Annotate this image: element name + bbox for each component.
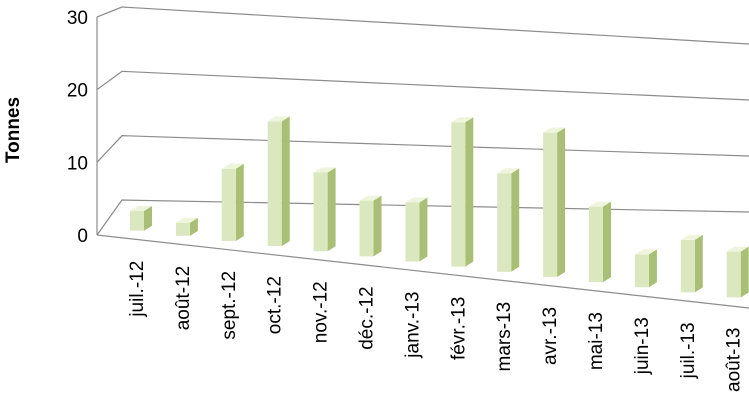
bar-top [726,246,749,252]
bar-front [543,132,558,277]
bar [130,206,152,231]
bar-side [557,127,566,277]
gridline [96,6,749,45]
bar-side [694,234,703,293]
bar-front [359,200,374,257]
bar-side [419,197,428,262]
bar-side [189,217,198,236]
x-tick-label: mars-13 [494,302,515,372]
y-axis-ticks: 0 10 20 30 [67,8,88,247]
bar [634,249,657,288]
bar-top [405,197,428,203]
bar [267,116,290,247]
bar-front [313,172,328,252]
bar-side [603,201,611,283]
gridlines [96,6,749,236]
bar-top [589,201,611,207]
bar [589,201,611,283]
y-tick-label: 0 [77,226,88,247]
bar-top [497,168,520,174]
bar-side [648,249,657,288]
bar [405,197,428,262]
bar-front [405,202,420,262]
bar [680,234,703,293]
bar-front [680,239,695,293]
bar-top [313,167,336,173]
gridline [96,135,749,163]
x-tick-label: oct.-12 [265,276,286,334]
bar [175,217,198,236]
x-tick-label: avr.-13 [540,307,561,365]
bar-top [543,127,566,133]
x-tick-label: sept.-12 [219,271,240,340]
bar-top [680,234,703,240]
bar-side [144,206,152,231]
bar [497,168,520,272]
bar [543,127,566,277]
bar-front [267,121,282,247]
bar [451,117,474,267]
x-tick-label: nov.-12 [311,281,332,343]
bar-front [221,168,236,241]
bar-front [175,222,190,236]
bar [221,163,244,241]
bar-side [511,168,520,272]
bar-side [465,117,474,267]
floor-front-edge [96,234,749,309]
x-tick-label: janv.-13 [402,292,423,359]
y-axis-label: Tonnes [3,97,24,163]
bar [359,195,382,257]
x-tick-label: août-12 [173,266,194,330]
bar-front [451,122,466,267]
bar-side [235,163,244,241]
bar-side [373,195,382,257]
bar-top [175,217,198,223]
x-tick-label: août-13 [724,328,745,392]
bar-top [221,163,244,169]
gridline [96,70,749,101]
bar-series [130,116,749,298]
bar-top [267,116,290,122]
bar-front [589,206,603,283]
bar-front [726,251,741,298]
y-tick-label: 10 [67,153,88,174]
bar-front [634,254,649,288]
bar [726,246,749,298]
bar-front [130,211,144,231]
x-tick-label: juil.-12 [127,261,148,318]
y-tick-label: 20 [67,81,88,102]
x-axis-ticks: juil.-12 août-12 sept.-12 oct.-12 nov.-12 déc… [127,261,745,392]
bar [313,167,336,252]
y-tick-label: 30 [67,8,88,29]
bar-top [634,249,657,255]
bar-side [740,246,749,298]
bar-top [130,206,152,212]
bar-front [497,173,512,272]
x-tick-label: déc.-12 [357,286,378,349]
x-tick-label: mai-13 [586,312,607,370]
bar-side [281,116,290,247]
x-tick-label: juil.-13 [678,322,699,379]
x-tick-label: févr.-13 [448,297,469,360]
gridline [96,199,749,236]
x-tick-label: juin-13 [632,317,653,375]
bar-side [327,167,336,252]
bar-top [451,117,474,123]
bar-top [359,195,382,201]
